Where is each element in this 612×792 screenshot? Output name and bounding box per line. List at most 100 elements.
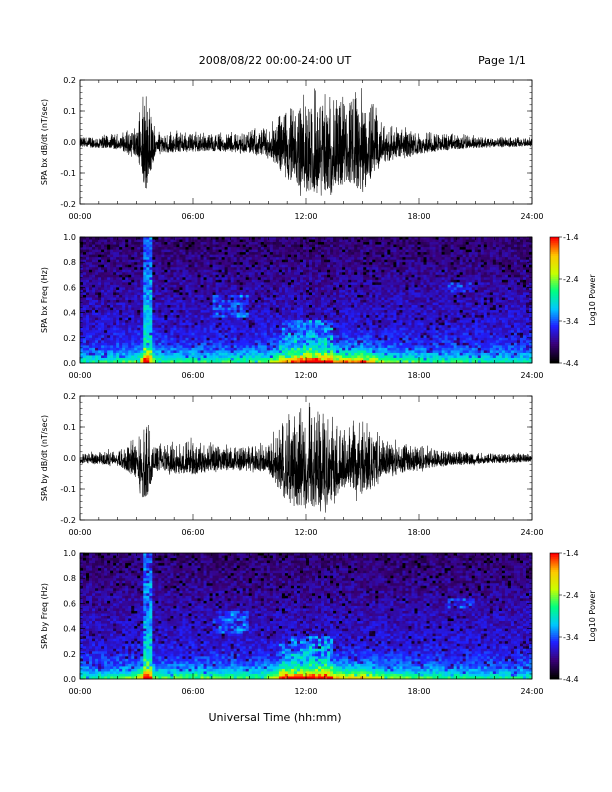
spectrogram-cell <box>363 312 367 316</box>
spectrogram-cell <box>239 312 244 316</box>
spectrogram-cell <box>95 269 99 273</box>
spectrogram-cell <box>215 267 219 271</box>
spectrogram-cell <box>116 307 120 311</box>
spectrogram-cell <box>143 269 147 273</box>
spectrogram-cell <box>299 252 304 255</box>
spectrogram-cell <box>318 325 322 329</box>
spectrogram-cell <box>342 320 346 323</box>
spectrogram-cell <box>170 239 174 243</box>
spectrogram-cell <box>354 254 358 258</box>
spectrogram-cell <box>191 267 195 271</box>
spectrogram-cell <box>194 264 198 268</box>
spectrogram-cell <box>266 335 271 339</box>
spectrogram-cell <box>345 337 349 341</box>
spectrogram-cell <box>200 312 204 316</box>
spectrogram-cell <box>281 237 286 240</box>
spectrogram-cell <box>306 249 310 253</box>
spectrogram-cell <box>179 330 183 334</box>
spectrogram-cell <box>339 352 343 356</box>
spectrogram-cell <box>200 337 204 341</box>
spectrogram-cell <box>197 272 201 276</box>
spectrogram-cell <box>248 252 253 255</box>
spectrogram-cell <box>354 237 358 240</box>
spectrogram-cell <box>152 244 156 248</box>
spectrogram-cell <box>366 274 370 278</box>
spectrogram-cell <box>206 307 210 311</box>
spectrogram-cell <box>306 269 310 273</box>
spectrogram-cell <box>89 355 93 359</box>
spectrogram-cell <box>354 337 358 341</box>
spectrogram-cell <box>284 305 289 308</box>
spectrogram-cell <box>357 269 361 273</box>
spectrogram-cell <box>191 330 195 334</box>
spectrogram-cell <box>363 345 367 349</box>
spectrogram-cell <box>113 330 117 334</box>
spectrogram-cell <box>119 297 123 301</box>
spectrogram-cell <box>284 357 289 361</box>
spectrogram-cell <box>284 355 289 359</box>
spectrogram-cell <box>185 317 189 321</box>
spectrogram-cell <box>333 350 337 354</box>
spectrogram-cell <box>167 274 171 278</box>
spectrogram-cell <box>296 244 301 248</box>
spectrogram-cell <box>309 327 313 331</box>
spectrogram-cell <box>146 300 150 303</box>
spectrogram-cell <box>227 307 231 311</box>
spectrogram-cell <box>233 332 237 336</box>
spectrogram-cell <box>194 332 198 336</box>
spectrogram-cell <box>122 249 126 253</box>
spectrogram-cell <box>315 257 319 260</box>
spectrogram-cell <box>125 335 129 339</box>
spectrogram-cell <box>209 350 213 354</box>
spectrogram-cell <box>269 335 274 339</box>
spectrogram-cell <box>164 277 168 281</box>
spectrogram-cell <box>149 242 153 245</box>
spectrogram-cell <box>140 320 144 323</box>
spectrogram-cell <box>239 352 244 356</box>
spectrogram-cell <box>176 302 180 306</box>
spectrogram-cell <box>269 322 274 326</box>
spectrogram-cell <box>366 300 370 303</box>
spectrogram-cell <box>236 287 240 291</box>
spectrogram-cell <box>318 342 322 346</box>
spectrogram-cell <box>309 284 313 288</box>
spectrogram-cell <box>239 335 244 339</box>
spectrogram-cell <box>83 239 87 243</box>
spectrogram-cell <box>179 249 183 253</box>
spectrogram-cell <box>107 257 111 260</box>
spectrogram-cell <box>137 357 141 361</box>
spectrogram-cell <box>324 357 328 361</box>
spectrogram-cell <box>239 307 244 311</box>
spectrogram-cell <box>239 305 244 308</box>
spectrogram-cell <box>167 317 171 321</box>
spectrogram-cell <box>269 242 274 245</box>
spectrogram-cell <box>306 292 310 296</box>
spectrogram-cell <box>152 292 156 296</box>
spectrogram-cell <box>98 355 102 359</box>
spectrogram-cell <box>290 297 295 301</box>
spectrogram-cell <box>128 345 132 349</box>
spectrogram-cell <box>318 315 322 318</box>
spectrogram-cell <box>224 360 228 364</box>
spectrogram-cell <box>296 312 301 316</box>
spectrogram-cell <box>197 342 201 346</box>
spectrogram-cell <box>363 294 367 298</box>
spectrogram-cell <box>236 262 240 266</box>
spectrogram-cell <box>98 259 102 263</box>
spectrogram-cell <box>134 259 138 263</box>
spectrogram-cell <box>293 307 298 311</box>
spectrogram-cell <box>278 257 283 260</box>
spectrogram-cell <box>185 355 189 359</box>
spectrogram-cell <box>296 332 301 336</box>
spectrogram-cell <box>149 322 153 326</box>
spectrogram-cell <box>218 277 222 281</box>
spectrogram-cell <box>152 262 156 266</box>
spectrogram-cell <box>197 317 201 321</box>
spectrogram-cell <box>227 352 231 356</box>
spectrogram-cell <box>357 322 361 326</box>
spectrogram-cell <box>86 320 90 323</box>
spectrogram-cell <box>372 305 376 308</box>
spectrogram-cell <box>348 287 352 291</box>
spectrogram-cell <box>296 262 301 266</box>
spectrogram-cell <box>315 259 319 263</box>
